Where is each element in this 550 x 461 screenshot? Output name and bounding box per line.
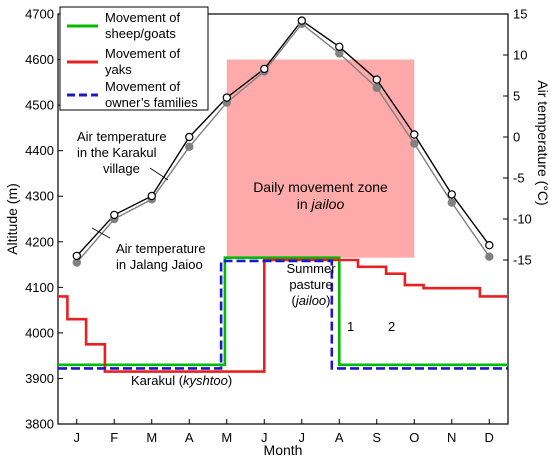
x-tick-label: F xyxy=(110,430,118,445)
temperature-point xyxy=(372,83,381,93)
annotations: Air temperature in the Karakul village A… xyxy=(77,129,395,388)
y-right-tick-label: 10 xyxy=(513,48,527,63)
axes: J F M A M J J A S O N D 3800 3900 4000 4100 4200 4300 4400… xyxy=(25,7,532,446)
temperature-point xyxy=(410,130,419,139)
y-right-tick-label: 15 xyxy=(513,7,527,22)
legend: Movement of sheep/goats Movement of yaks… xyxy=(59,6,209,111)
temperature-line-1 xyxy=(76,19,490,257)
legend-label-yaks-line1: Movement of xyxy=(105,46,181,61)
x-tick-label: O xyxy=(409,430,419,445)
temperature-point xyxy=(185,142,194,151)
temperature-point xyxy=(185,132,194,142)
annotation-karakul-temp-line1: Air temperature xyxy=(77,129,167,144)
temperature-point xyxy=(335,42,344,52)
annotation-jalang-temp-line1: Air temperature xyxy=(116,241,206,256)
series-lines xyxy=(58,256,508,373)
y-left-tick-label: 4100 xyxy=(25,280,54,295)
legend-label-sheep-goats-line1: Movement of xyxy=(105,10,181,25)
daily-movement-zone-label: Daily movement zone xyxy=(253,179,388,195)
y-left-tick-label: 4500 xyxy=(25,98,54,113)
temperature-point xyxy=(222,93,231,102)
y-left-tick-label: 4200 xyxy=(25,234,54,249)
temperature-point xyxy=(485,240,494,250)
temperature-point xyxy=(72,251,82,261)
y-axis-right-title: Air temperature (°C) xyxy=(535,80,550,205)
daily-movement-zone-label-jailoo: in jailoo xyxy=(297,196,345,212)
y-left-tick-label: 4300 xyxy=(25,189,54,204)
y-left-tick-label: 4700 xyxy=(25,7,54,22)
y-left-tick-label: 4600 xyxy=(25,52,54,67)
y-axis-left-title: Altitude (m) xyxy=(4,183,20,255)
y-right-tick-label: -15 xyxy=(513,253,532,268)
legend-label-yaks-line2: yaks xyxy=(105,62,132,77)
annotation-karakul-kyshtoo: Karakul (kyshtoo) xyxy=(131,373,232,388)
y-right-tick-label: 0 xyxy=(513,130,520,145)
daily-movement-zone xyxy=(226,59,415,258)
temperature-lines xyxy=(72,16,494,267)
x-tick-label: J xyxy=(261,430,268,445)
annotation-jalang-temp-line2: in Jalang Jaioo xyxy=(116,257,203,272)
y-left-tick-label: 4000 xyxy=(25,325,54,340)
legend-box xyxy=(59,6,209,111)
x-tick-label: N xyxy=(447,430,456,445)
x-tick-label: D xyxy=(485,430,494,445)
x-tick-label: M xyxy=(146,430,157,445)
temperature-point xyxy=(410,139,419,148)
legend-label-owners-families-line1: Movement of xyxy=(105,79,181,94)
temperature-point xyxy=(485,252,494,261)
x-tick-label: J xyxy=(74,430,81,445)
annotation-route-2: 2 xyxy=(388,319,395,334)
temperature-point xyxy=(110,210,119,220)
y-left-tick-label: 3900 xyxy=(25,371,54,386)
temperature-point xyxy=(447,190,456,199)
annotation-summer-pasture-line2: pasture xyxy=(289,277,332,292)
temperature-point xyxy=(260,64,269,74)
temperature-point xyxy=(372,75,381,84)
y-left-tick-label: 4400 xyxy=(25,143,54,158)
annotation-karakul-temp-line2: in the Karakul xyxy=(77,145,157,160)
annotation-karakul-temp-leader xyxy=(149,167,169,181)
y-right-tick-label: -10 xyxy=(513,212,532,227)
annotation-jalang-temp-leader xyxy=(91,227,111,239)
x-tick-label: M xyxy=(221,430,232,445)
legend-label-owners-families-line2: owner’s families xyxy=(105,95,198,110)
x-axis-title: Month xyxy=(264,442,303,458)
annotation-route-1: 1 xyxy=(347,319,354,334)
y-right-tick-label: -5 xyxy=(513,171,525,186)
x-tick-label: J xyxy=(299,430,306,445)
movement-line-2 xyxy=(58,259,508,370)
x-tick-label: A xyxy=(185,430,194,445)
temperature-point xyxy=(447,198,456,207)
x-tick-label: A xyxy=(335,430,344,445)
annotation-summer-pasture-line3: (jailoo) xyxy=(291,293,330,308)
y-left-tick-label: 3800 xyxy=(25,417,54,432)
legend-label-sheep-goats-line2: sheep/goats xyxy=(105,26,176,41)
temperature-point xyxy=(147,191,156,201)
annotation-summer-pasture-line1: Summer xyxy=(286,261,336,276)
y-right-tick-label: 5 xyxy=(513,89,520,104)
temperature-point xyxy=(297,16,306,25)
movement-line-1 xyxy=(58,258,508,373)
movement-line-0 xyxy=(58,256,508,367)
x-tick-label: S xyxy=(372,430,381,445)
annotation-karakul-temp-line3: village xyxy=(103,161,140,176)
temperature-line-0 xyxy=(76,22,490,263)
